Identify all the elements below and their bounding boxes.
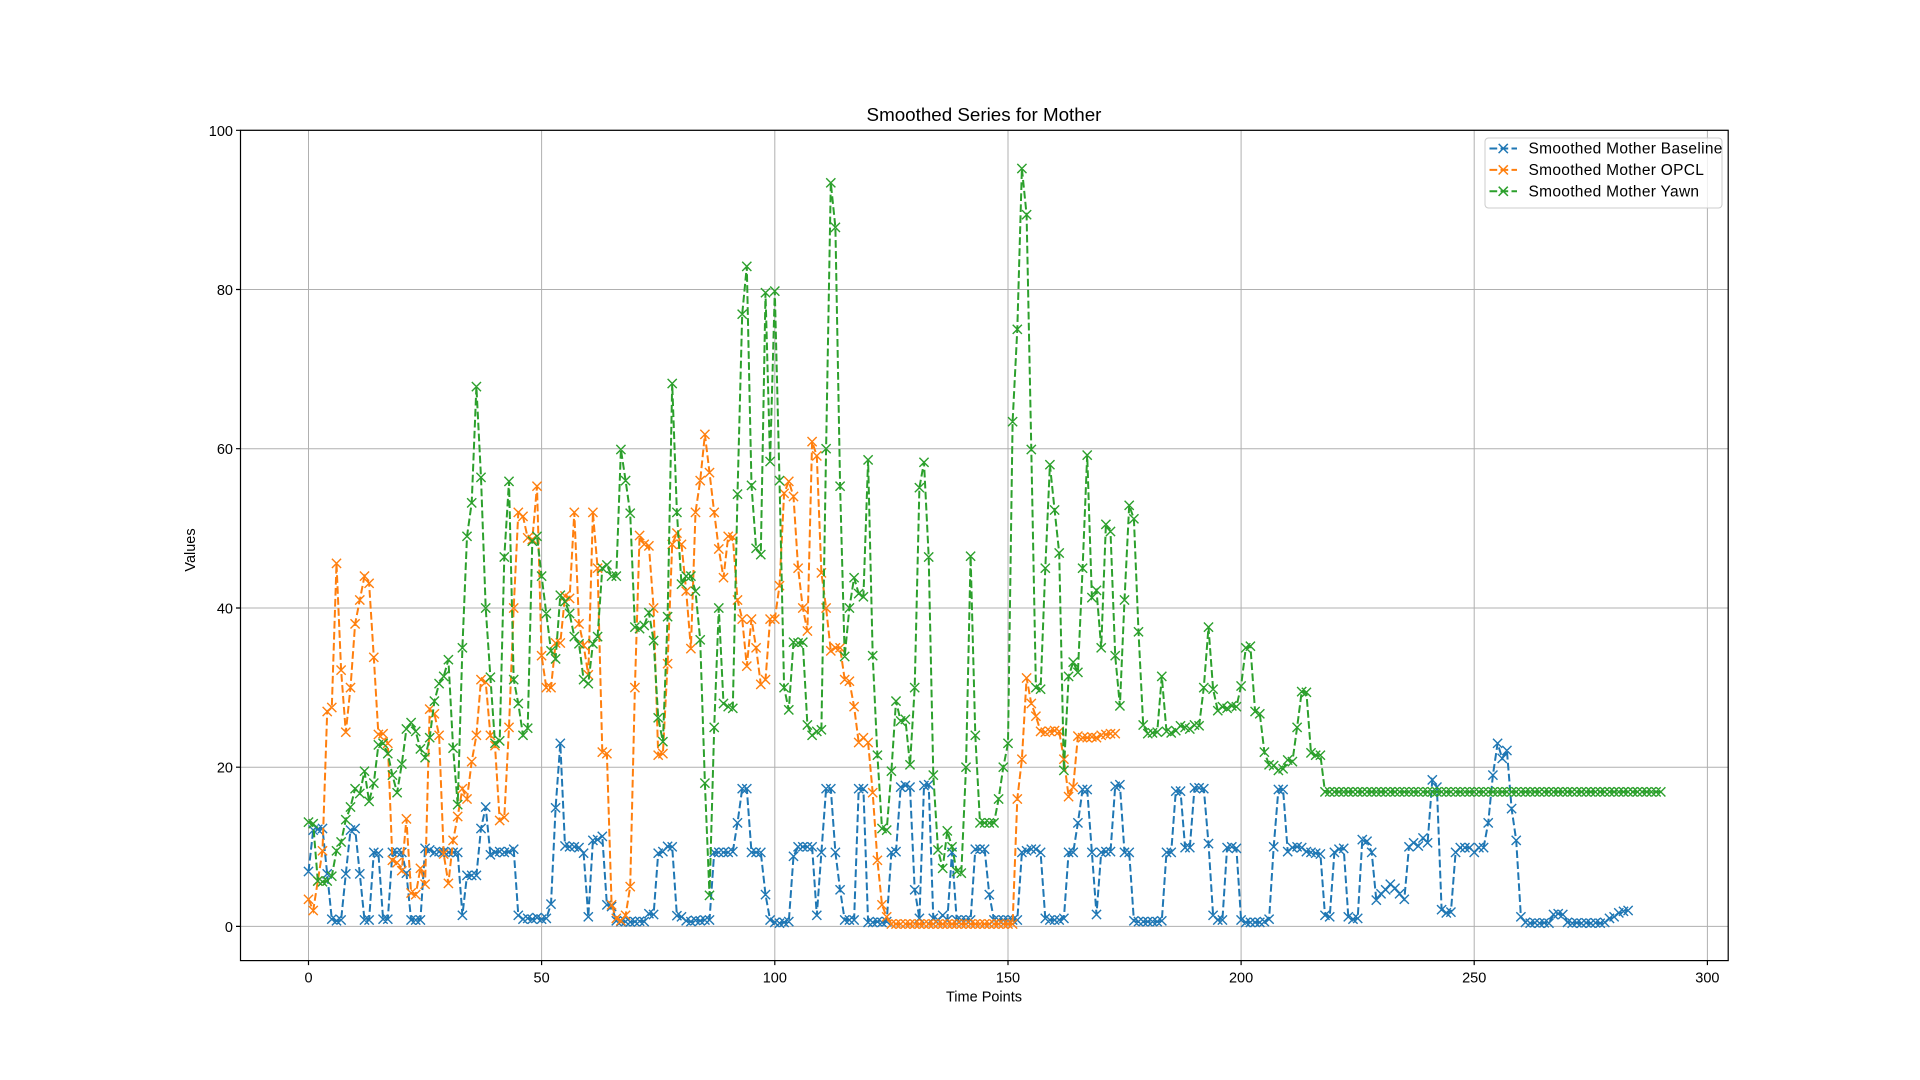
svg-text:80: 80 bbox=[217, 283, 233, 299]
svg-text:200: 200 bbox=[1229, 971, 1253, 987]
svg-text:Time Points: Time Points bbox=[946, 990, 1022, 1006]
svg-text:Smoothed Mother Baseline: Smoothed Mother Baseline bbox=[1529, 141, 1723, 158]
svg-text:100: 100 bbox=[763, 971, 787, 987]
svg-text:150: 150 bbox=[996, 971, 1020, 987]
svg-text:Smoothed Mother OPCL: Smoothed Mother OPCL bbox=[1529, 162, 1705, 179]
svg-text:Values: Values bbox=[183, 528, 199, 571]
svg-text:60: 60 bbox=[217, 442, 233, 458]
svg-text:20: 20 bbox=[217, 761, 233, 777]
svg-text:0: 0 bbox=[225, 920, 233, 936]
svg-text:40: 40 bbox=[217, 602, 233, 618]
svg-text:Smoothed Series for Mother: Smoothed Series for Mother bbox=[867, 104, 1102, 125]
svg-text:100: 100 bbox=[209, 124, 233, 140]
svg-text:Smoothed Mother Yawn: Smoothed Mother Yawn bbox=[1529, 184, 1700, 201]
svg-text:300: 300 bbox=[1695, 971, 1719, 987]
svg-text:0: 0 bbox=[304, 971, 312, 987]
svg-text:250: 250 bbox=[1462, 971, 1486, 987]
svg-text:50: 50 bbox=[534, 971, 550, 987]
